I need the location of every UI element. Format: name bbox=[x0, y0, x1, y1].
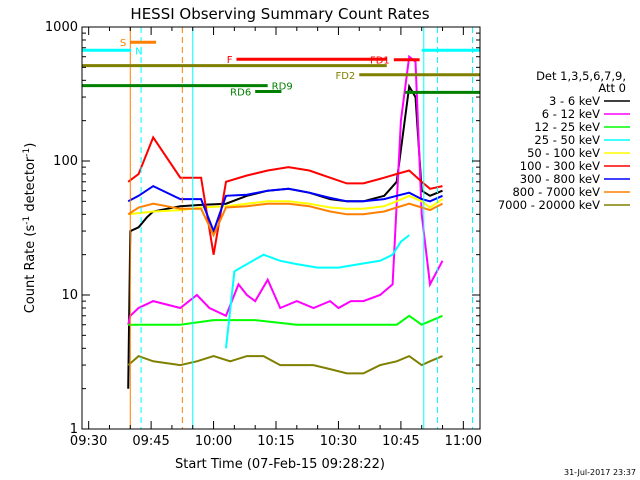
footer-timestamp: 31-Jul-2017 23:37 bbox=[564, 468, 636, 477]
y-axis-label-end: ) bbox=[23, 143, 38, 148]
x-tick-label-3: 10:15 bbox=[257, 434, 294, 449]
legend-label-4: 50 - 100 keV bbox=[527, 146, 600, 160]
flag-label-4: FD2 bbox=[335, 71, 355, 82]
boundary-lines bbox=[129, 27, 474, 429]
x-tick-label-6: 11:00 bbox=[445, 434, 482, 449]
y-tick-label-0: 1 bbox=[70, 422, 78, 437]
legend-label-0: 3 - 6 keV bbox=[549, 94, 600, 108]
y-axis-label-sup1: -1 bbox=[22, 216, 32, 225]
flag-label-6: RD9 bbox=[272, 82, 293, 93]
series-lines bbox=[127, 54, 444, 389]
legend-label-7: 800 - 7000 keV bbox=[512, 185, 600, 199]
legend-label-8: 7000 - 20000 keV bbox=[498, 198, 600, 212]
y-axis: 1 10 100 1000 bbox=[45, 20, 480, 437]
observing-flags: SN F FD1 FD2 RD9 RD6 bbox=[82, 38, 480, 99]
series-line-3 bbox=[225, 234, 410, 349]
y-axis-label: Count Rate (s-1 detector-1) bbox=[22, 143, 38, 314]
flag-label-3: FD1 bbox=[370, 56, 390, 67]
y-axis-label-sup2: -1 bbox=[22, 148, 32, 157]
legend-label-3: 25 - 50 keV bbox=[534, 133, 600, 147]
flag-label-7: RD6 bbox=[230, 88, 251, 99]
flag-label-2: F bbox=[227, 55, 233, 66]
y-tick-label-1: 10 bbox=[61, 288, 78, 303]
y-tick-label-3: 1000 bbox=[45, 20, 78, 35]
series-line-1 bbox=[127, 54, 444, 325]
plot-frame bbox=[81, 26, 481, 430]
series-line-6 bbox=[127, 184, 443, 234]
x-tick-label-4: 10:30 bbox=[320, 434, 357, 449]
x-axis-label: Start Time (07-Feb-15 09:28:22) bbox=[175, 457, 385, 472]
chart-title: HESSI Observing Summary Count Rates bbox=[130, 5, 429, 23]
legend-label-5: 100 - 300 keV bbox=[520, 159, 600, 173]
legend-label-1: 6 - 12 keV bbox=[542, 107, 600, 121]
x-axis: 09:30 09:45 10:00 10:15 10:30 10:45 11:00 bbox=[70, 27, 482, 449]
legend-header-attenuator: Att 0 bbox=[598, 81, 626, 95]
y-tick-label-2: 100 bbox=[53, 154, 78, 169]
series-line-5 bbox=[127, 135, 443, 255]
x-tick-label-2: 10:00 bbox=[195, 434, 232, 449]
series-line-8 bbox=[127, 354, 443, 375]
y-axis-label-main: Count Rate (s bbox=[23, 225, 38, 314]
legend-label-2: 12 - 25 keV bbox=[534, 120, 600, 134]
flag-label-1: N bbox=[135, 46, 142, 57]
flag-label-0: S bbox=[120, 38, 126, 49]
legend-label-6: 300 - 800 keV bbox=[520, 172, 600, 186]
legend-header-detectors: Det 1,3,5,6,7,9, bbox=[536, 69, 626, 83]
series-line-7 bbox=[127, 202, 443, 238]
x-tick-label-5: 10:45 bbox=[382, 434, 419, 449]
x-tick-label-0: 09:30 bbox=[70, 434, 107, 449]
series-line-2 bbox=[128, 314, 443, 326]
y-axis-label-mid: detector bbox=[23, 156, 38, 216]
x-tick-label-1: 09:45 bbox=[132, 434, 169, 449]
